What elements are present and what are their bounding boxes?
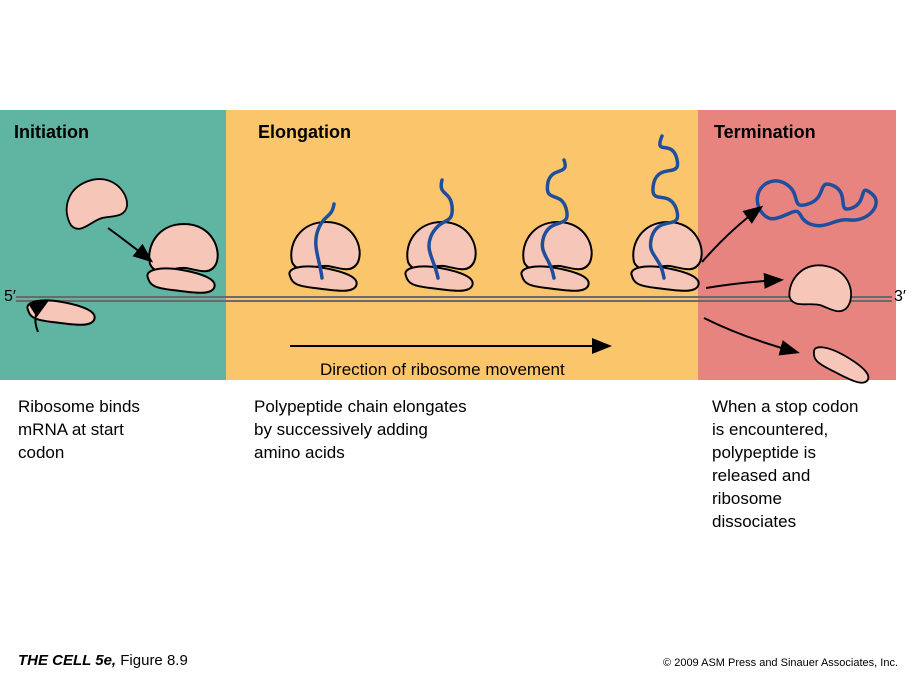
caption-initiation-l3: codon [18,443,64,462]
diagram-canvas: Initiation Elongation Termination 5′ 3′ … [0,0,916,689]
book-title: THE CELL 5e, [18,652,116,669]
caption-elongation-l1: Polypeptide chain elongates [254,397,467,416]
caption-termination-l3: polypeptide is [712,443,816,462]
direction-label: Direction of ribosome movement [320,360,565,380]
figure-reference: THE CELL 5e, Figure 8.9 [18,652,188,669]
caption-initiation-l2: mRNA at start [18,420,124,439]
svg-overlay [0,0,916,689]
caption-elongation-l3: amino acids [254,443,345,462]
caption-elongation: Polypeptide chain elongates by successiv… [254,396,467,465]
caption-termination-l2: is encountered, [712,420,828,439]
caption-termination-l1: When a stop codon [712,397,858,416]
caption-initiation-l1: Ribosome binds [18,397,140,416]
caption-termination-l4: released and [712,466,810,485]
caption-elongation-l2: by successively adding [254,420,428,439]
caption-termination-l6: dissociates [712,512,796,531]
copyright: © 2009 ASM Press and Sinauer Associates,… [663,657,898,669]
caption-termination: When a stop codon is encountered, polype… [712,396,858,534]
caption-initiation: Ribosome binds mRNA at start codon [18,396,140,465]
caption-termination-l5: ribosome [712,489,782,508]
figure-number: Figure 8.9 [116,652,188,669]
